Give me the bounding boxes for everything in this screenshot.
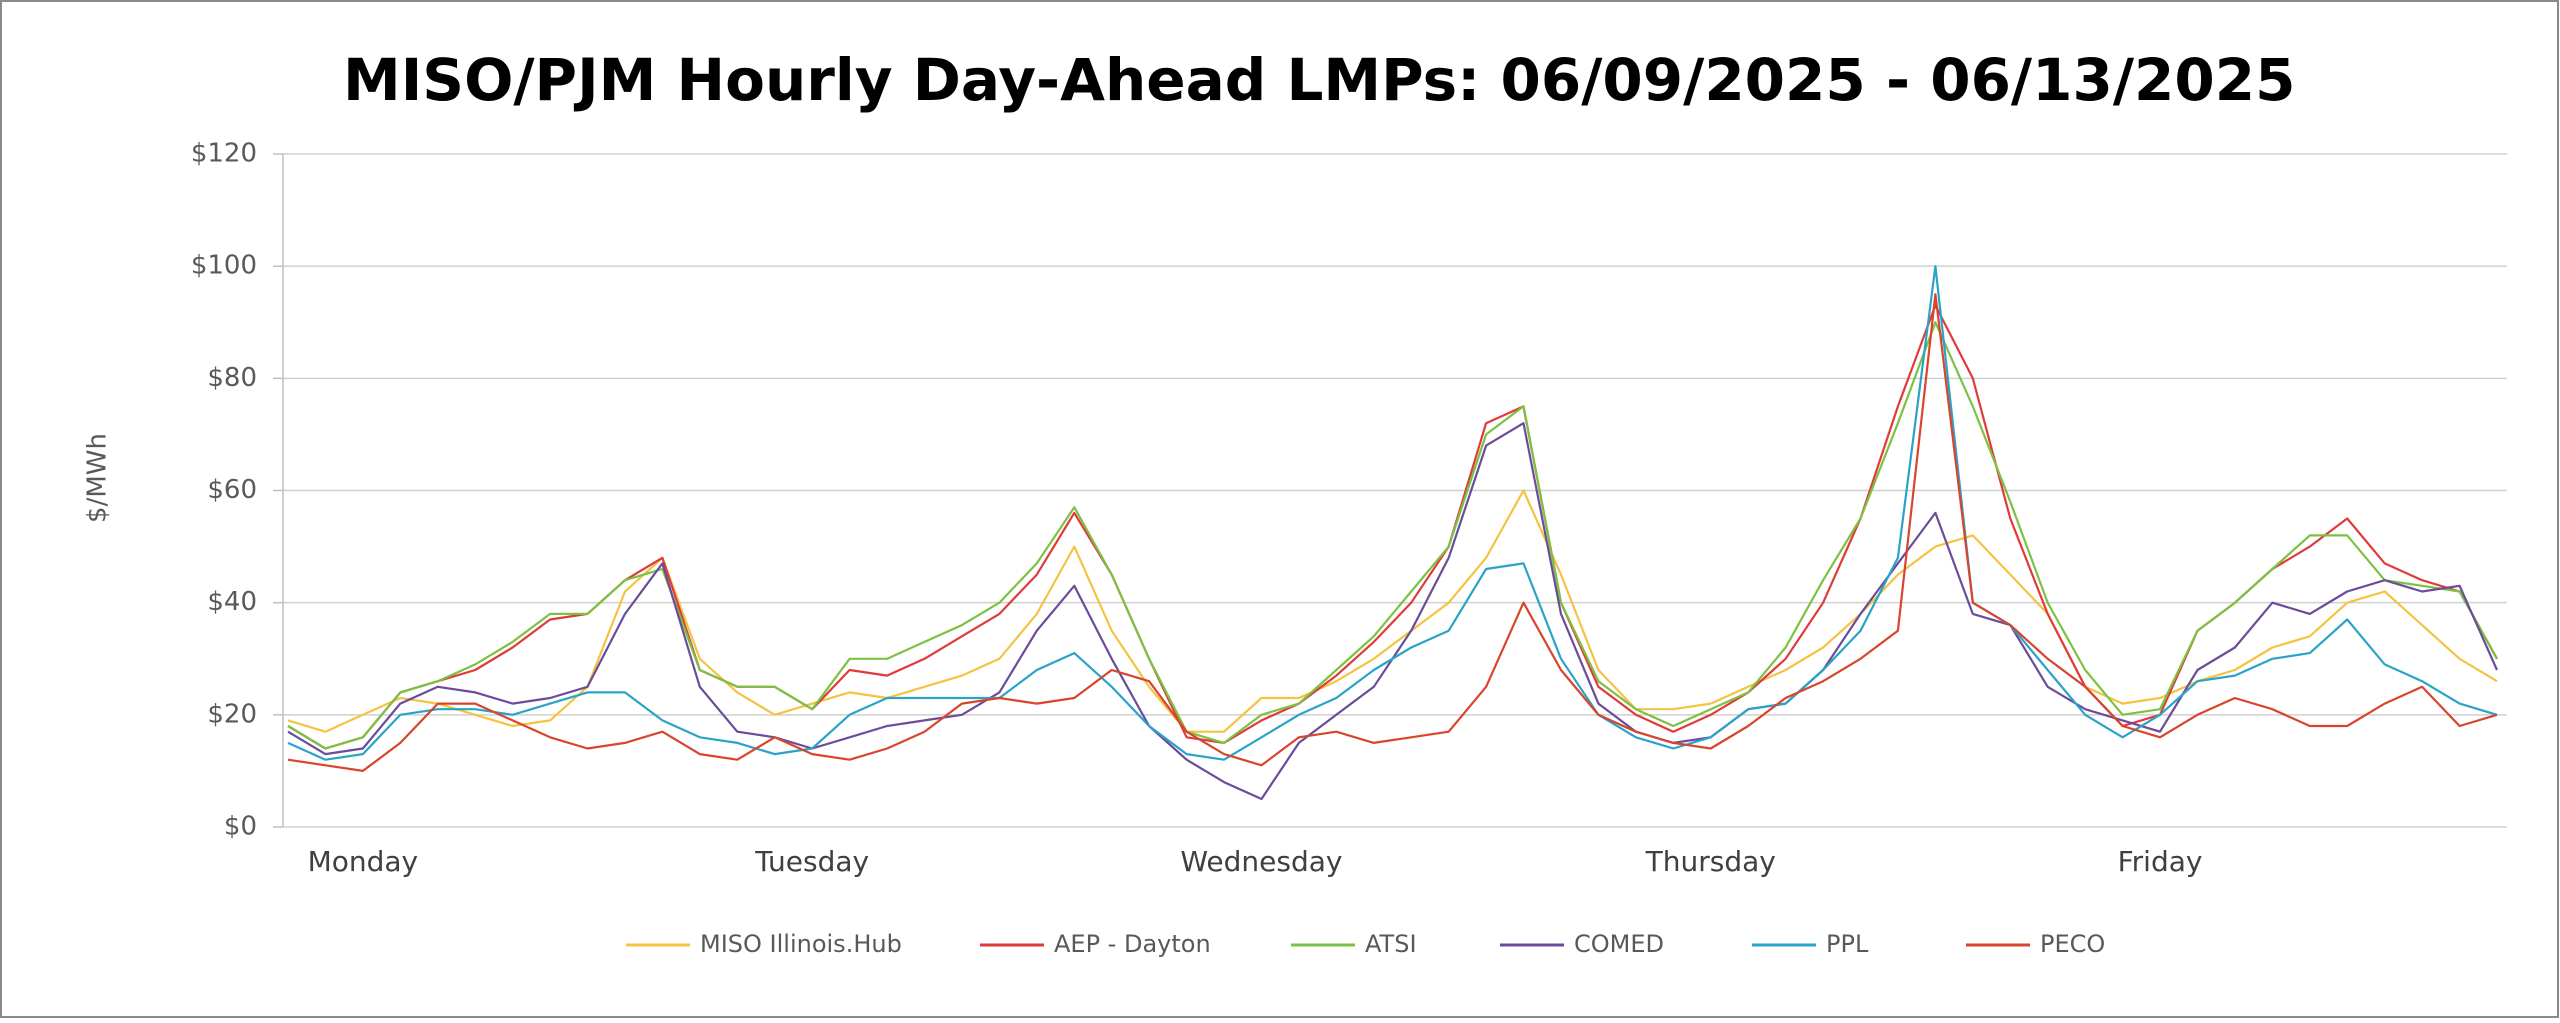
y-axis-label: $/MWh [83, 433, 113, 523]
legend-label: PECO [2040, 930, 2105, 958]
y-tick-label: $20 [207, 699, 257, 729]
legend-label: MISO Illinois.Hub [700, 930, 902, 958]
chart-title: MISO/PJM Hourly Day-Ahead LMPs: 06/09/20… [343, 46, 2295, 114]
x-tick-label: Friday [2118, 845, 2203, 878]
legend-label: COMED [1574, 930, 1664, 958]
legend-label: PPL [1826, 930, 1869, 958]
y-tick-label: $40 [207, 587, 257, 617]
x-tick-label: Tuesday [754, 845, 869, 878]
series-line [287, 489, 2498, 733]
x-tick-label: Wednesday [1180, 845, 1342, 878]
series-line [287, 265, 2498, 761]
x-tick-label: Thursday [1645, 845, 1776, 878]
x-tick-label: Monday [308, 845, 419, 878]
y-tick-label: $120 [191, 139, 257, 169]
legend-label: AEP - Dayton [1054, 930, 1211, 958]
legend-label: ATSI [1365, 930, 1417, 958]
series-line [287, 304, 2498, 750]
y-tick-label: $0 [224, 812, 257, 842]
y-tick-label: $60 [207, 475, 257, 505]
y-tick-label: $80 [207, 363, 257, 393]
series-line [287, 293, 2498, 772]
y-tick-label: $100 [191, 251, 257, 281]
